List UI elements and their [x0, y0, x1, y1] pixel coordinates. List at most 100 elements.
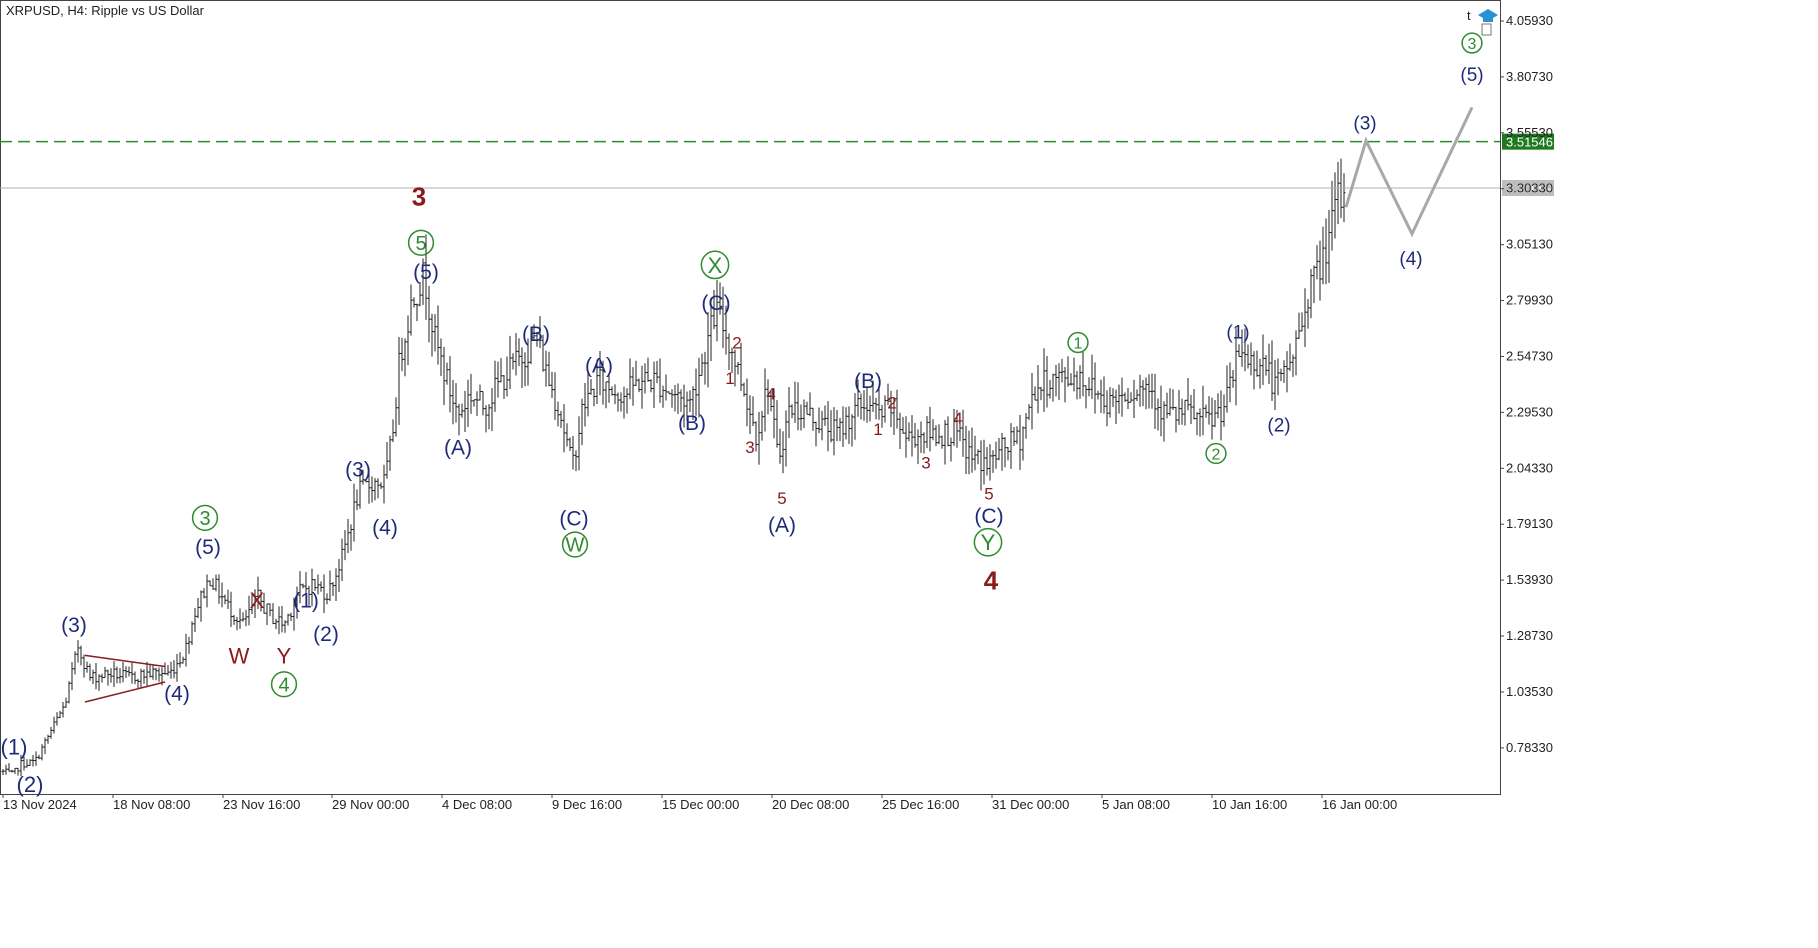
candle-bar — [607, 375, 611, 403]
candle-bar — [1234, 328, 1238, 406]
candle-bar — [187, 636, 191, 654]
candle-bar — [394, 397, 398, 437]
wave-projection-line[interactable] — [1344, 106, 1474, 238]
candle-bar — [1300, 312, 1304, 332]
candle-bar — [1030, 373, 1034, 430]
candle-bar — [49, 726, 53, 739]
candle-bar — [1078, 365, 1082, 399]
candle-bar — [925, 416, 929, 449]
wave-label: (C) — [559, 507, 588, 530]
candle-bar — [190, 621, 194, 645]
candle-bar — [1120, 377, 1124, 417]
wave-label-text: 5 — [415, 233, 426, 255]
candle-bar — [1123, 392, 1127, 402]
triangle-trendline[interactable] — [84, 681, 166, 703]
candle-bar — [658, 358, 662, 403]
candle-bar — [88, 663, 92, 681]
price-tag-label: 3.51546 — [1506, 135, 1553, 150]
candle-bar — [814, 421, 818, 447]
candle-bar — [484, 405, 488, 433]
candle-bar — [1090, 354, 1094, 399]
price-tag-bg — [1502, 180, 1554, 197]
candle-bar — [130, 662, 134, 684]
candle-bar — [1048, 379, 1052, 399]
wave-label: (4) — [1399, 249, 1422, 270]
candle-bar — [1183, 399, 1187, 426]
candle-bar — [295, 586, 299, 619]
wave-label: 3 — [412, 181, 426, 211]
wave-label: (1) — [1226, 322, 1249, 343]
candle-bar — [286, 613, 290, 626]
candle-bar — [631, 367, 635, 406]
candle-bar — [994, 441, 998, 469]
candle-bar — [430, 313, 434, 357]
candle-bar — [838, 417, 842, 442]
candle-bar — [1105, 390, 1109, 427]
candle-bar — [1240, 329, 1244, 367]
candle-bar — [94, 663, 98, 690]
candle-bar — [691, 386, 695, 421]
candle-bar — [739, 342, 743, 392]
candle-bar — [790, 404, 794, 419]
candle-bar — [1111, 388, 1115, 408]
candle-bar — [217, 574, 221, 604]
time-axis[interactable]: 13 Nov 2024 18 Nov 08:00 23 Nov 16:00 29 No… — [2, 794, 1397, 812]
candle-bar — [1033, 386, 1037, 401]
candle-bar — [322, 574, 326, 614]
candle-bar — [1324, 218, 1328, 285]
candle-bar — [151, 665, 155, 680]
triangle-trendline[interactable] — [84, 654, 166, 668]
wave-label-text: (5) — [1460, 65, 1483, 86]
candle-bar — [769, 391, 773, 412]
candle-bar — [184, 633, 188, 667]
wave-label: (5) — [1460, 65, 1483, 86]
candle-bar — [589, 379, 593, 395]
wave-label: 2 — [732, 334, 741, 353]
candle-bar — [580, 398, 584, 446]
candle-bar — [451, 379, 455, 425]
candle-bar — [1216, 393, 1220, 419]
wave-label: 3 — [745, 438, 754, 457]
candle-bar — [40, 744, 44, 761]
price-axis[interactable]: 3.51546 3.30659 4.05930 3.80730 3.55530 3.303… — [1500, 13, 1554, 755]
wave-label: (4) — [164, 683, 190, 706]
candle-bar — [571, 436, 575, 470]
candle-bar — [823, 405, 827, 426]
candle-bar — [115, 666, 119, 684]
wave-label-text: (A) — [585, 354, 613, 377]
candle-bar — [550, 371, 554, 398]
wave-label-text: 2 — [732, 334, 741, 353]
candle-bar — [931, 419, 935, 441]
candle-bar — [298, 571, 302, 604]
candle-bar — [142, 669, 146, 684]
candle-bar — [940, 435, 944, 449]
candle-bar — [397, 337, 401, 425]
candle-bar — [502, 375, 506, 399]
candle-bar — [340, 538, 344, 582]
candle-bar — [841, 406, 845, 448]
candle-bar — [1186, 378, 1190, 411]
candle-bar — [1180, 398, 1184, 425]
wave-label: 5 — [984, 485, 993, 504]
wave-label-circle — [973, 527, 1003, 557]
wave-label: 5 — [407, 229, 435, 256]
candle-bar — [352, 483, 356, 542]
candle-bar — [289, 612, 293, 621]
candle-bar — [256, 576, 260, 610]
y-tick-label: 1.03530 — [1506, 684, 1553, 699]
cap-icon[interactable]: t — [1467, 8, 1498, 36]
x-tick-label: 31 Dec 00:00 — [992, 797, 1069, 812]
candle-bar — [982, 439, 986, 485]
candle-bar — [727, 333, 731, 371]
wave-label-text: 4 — [984, 565, 999, 595]
candle-bar — [907, 422, 911, 442]
candle-bar — [655, 360, 659, 384]
candle-bar — [82, 654, 86, 678]
candle-bar — [865, 386, 869, 423]
wave-label-text: (5) — [195, 536, 221, 559]
candles-group — [1, 158, 1346, 777]
candle-bar — [952, 409, 956, 446]
candle-bar — [478, 384, 482, 401]
